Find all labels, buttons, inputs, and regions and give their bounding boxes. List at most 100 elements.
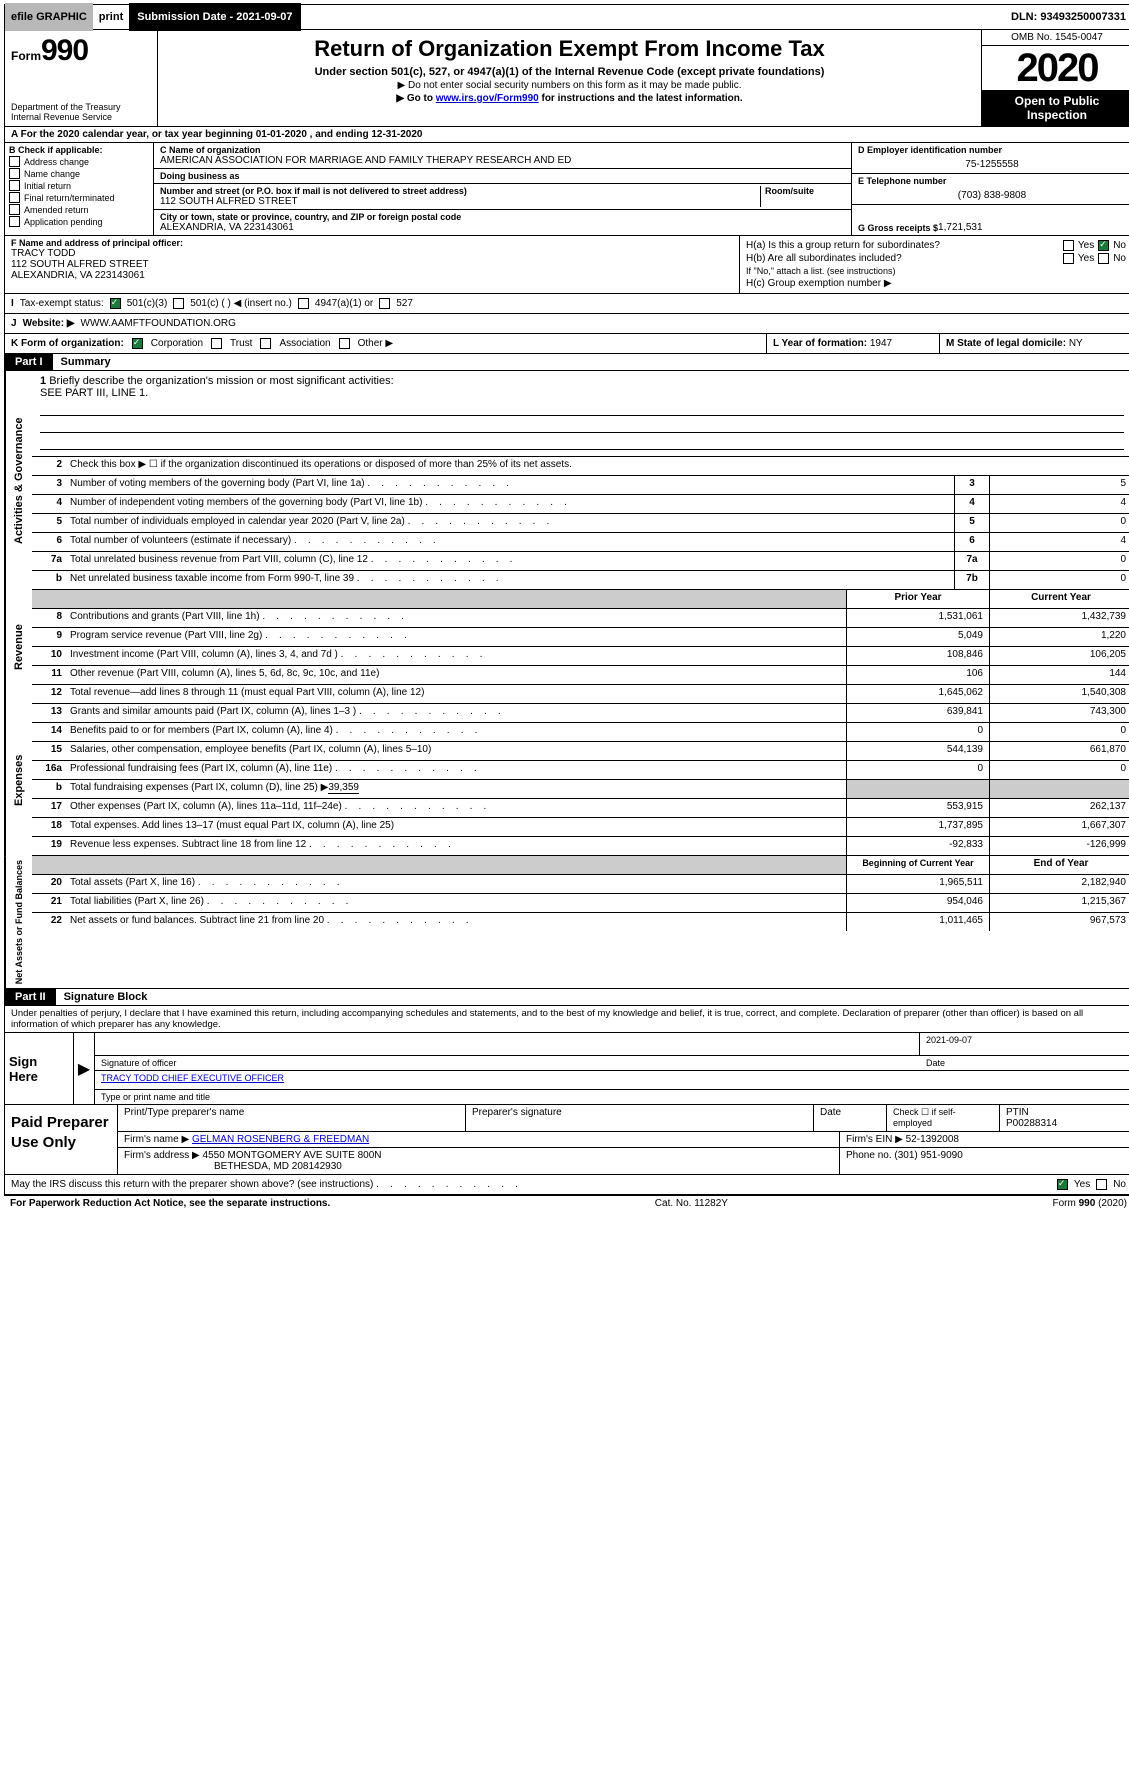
form990-link[interactable]: www.irs.gov/Form990 [436,93,539,104]
hdr-begin: Beginning of Current Year [846,856,989,874]
opt-trust: Trust [230,338,252,349]
cb-label: Initial return [24,181,71,191]
part-tag: Part II [5,989,56,1005]
k-label: K Form of organization: [11,338,124,349]
line-11: 11Other revenue (Part VIII, column (A), … [32,666,1129,685]
part-1-header: Part I Summary [4,354,1129,371]
checkbox-icon[interactable] [1063,253,1074,264]
tax-year-text: For the 2020 calendar year, or tax year … [21,129,423,140]
l16a-prior: 0 [846,761,989,779]
cb-initial-return[interactable]: Initial return [9,180,149,191]
l16a-current: 0 [989,761,1129,779]
hb-text: H(b) Are all subordinates included? [746,253,1059,264]
l18-current: 1,667,307 [989,818,1129,836]
checkbox-501c3-icon[interactable] [110,298,121,309]
gross-value: 1,721,531 [938,222,983,233]
print-label[interactable]: print [93,9,129,25]
l21-prior: 954,046 [846,894,989,912]
l10-prior: 108,846 [846,647,989,665]
officer-name: TRACY TODD [11,248,733,259]
hdr-prior: Prior Year [846,590,989,608]
l16b-value: 39,359 [328,782,359,794]
checkbox-icon[interactable] [1098,253,1109,264]
part-title: Summary [53,354,119,370]
cb-application-pending[interactable]: Application pending [9,216,149,227]
checkbox-icon[interactable] [1063,240,1074,251]
firm-addr1: 4550 MONTGOMERY AVE SUITE 800N [203,1150,382,1161]
sig-row-2: TRACY TODD CHIEF EXECUTIVE OFFICER [95,1071,1129,1090]
l12-prior: 1,645,062 [846,685,989,703]
m-label: M State of legal domicile: [946,338,1066,349]
checkbox-checked-icon[interactable] [1098,240,1109,251]
goto-pre: ▶ Go to [396,93,435,104]
cb-final-return[interactable]: Final return/terminated [9,192,149,203]
prep-row-3: Firm's address ▶ 4550 MONTGOMERY AVE SUI… [118,1148,1129,1174]
checkbox-icon[interactable] [211,338,222,349]
checkbox-no-icon[interactable] [1096,1179,1107,1190]
cb-amended[interactable]: Amended return [9,204,149,215]
checkbox-icon[interactable] [173,298,184,309]
ha-text: H(a) Is this a group return for subordin… [746,240,1059,251]
header-center: Return of Organization Exempt From Incom… [158,30,981,126]
checkbox-icon [9,156,20,167]
line-15: 15Salaries, other compensation, employee… [32,742,1129,761]
col-b-label: B Check if applicable: [9,145,149,155]
l9-text: Program service revenue (Part VIII, line… [66,628,846,646]
checkbox-icon[interactable] [298,298,309,309]
vtab-expenses: Expenses [5,704,32,856]
underline [40,435,1124,450]
opt-501c: 501(c) ( ) ◀ (insert no.) [190,298,292,309]
checkbox-icon[interactable] [260,338,271,349]
l7b-value: 0 [989,571,1129,589]
l2-text: Check this box ▶ ☐ if the organization d… [66,457,1129,475]
firm-phone-cell: Phone no. (301) 951-9090 [840,1148,1129,1174]
l1-text: Briefly describe the organization's miss… [49,375,393,387]
dba-row: Doing business as [154,169,851,184]
ha-line: H(a) Is this a group return for subordin… [746,240,1126,251]
l7b-text: Net unrelated business taxable income fr… [66,571,954,589]
checkbox-icon[interactable] [379,298,390,309]
opt-assoc: Association [279,338,330,349]
l14-text: Benefits paid to or for members (Part IX… [66,723,846,741]
org-name-label: C Name of organization [160,145,845,155]
checkbox-yes-icon[interactable] [1057,1179,1068,1190]
no-label: No [1113,240,1126,251]
addr-label: Firm's address ▶ [124,1150,200,1161]
subtitle-3: ▶ Go to www.irs.gov/Form990 for instruct… [162,93,977,104]
website-label: Website: ▶ [23,318,75,329]
cb-address-change[interactable]: Address change [9,156,149,167]
l17-current: 262,137 [989,799,1129,817]
l22-text: Net assets or fund balances. Subtract li… [66,913,846,931]
signature-line[interactable] [95,1033,919,1056]
m-value: NY [1069,338,1083,349]
checkbox-icon[interactable] [339,338,350,349]
discuss-options: Yes No [1057,1179,1126,1190]
line-16b: bTotal fundraising expenses (Part IX, co… [32,780,1129,799]
line-6: 6Total number of volunteers (estimate if… [32,533,1129,552]
street-label: Number and street (or P.O. box if mail i… [160,186,760,196]
l6-text: Total number of volunteers (estimate if … [66,533,954,551]
shaded-cell [846,780,989,798]
sign-right: 2021-09-07 Signature of officer Date TRA… [95,1033,1129,1104]
cb-label: Name change [24,169,80,179]
prep-grid: Print/Type preparer's name Preparer's si… [118,1105,1129,1174]
l15-prior: 544,139 [846,742,989,760]
prep-ptin-cell: PTIN P00288314 [1000,1105,1129,1131]
phone-cell: E Telephone number (703) 838-9808 [852,174,1129,205]
yes-label: Yes [1078,240,1094,251]
omb-number: OMB No. 1545-0047 [982,30,1129,46]
line-13: 13Grants and similar amounts paid (Part … [32,704,1129,723]
tax-status-label: Tax-exempt status: [20,298,104,309]
expenses-section: Expenses 13Grants and similar amounts pa… [4,704,1129,856]
hdr-current: Current Year [989,590,1129,608]
l10-current: 106,205 [989,647,1129,665]
l6-value: 4 [989,533,1129,551]
checkbox-corp-icon[interactable] [132,338,143,349]
cb-name-change[interactable]: Name change [9,168,149,179]
org-name: AMERICAN ASSOCIATION FOR MARRIAGE AND FA… [160,155,845,166]
row-bcde: B Check if applicable: Address change Na… [4,143,1129,236]
l18-prior: 1,737,895 [846,818,989,836]
col-de: D Employer identification number 75-1255… [851,143,1129,235]
firm-name: GELMAN ROSENBERG & FREEDMAN [192,1134,369,1145]
sig-row-1-labels: Signature of officer Date [95,1056,1129,1071]
